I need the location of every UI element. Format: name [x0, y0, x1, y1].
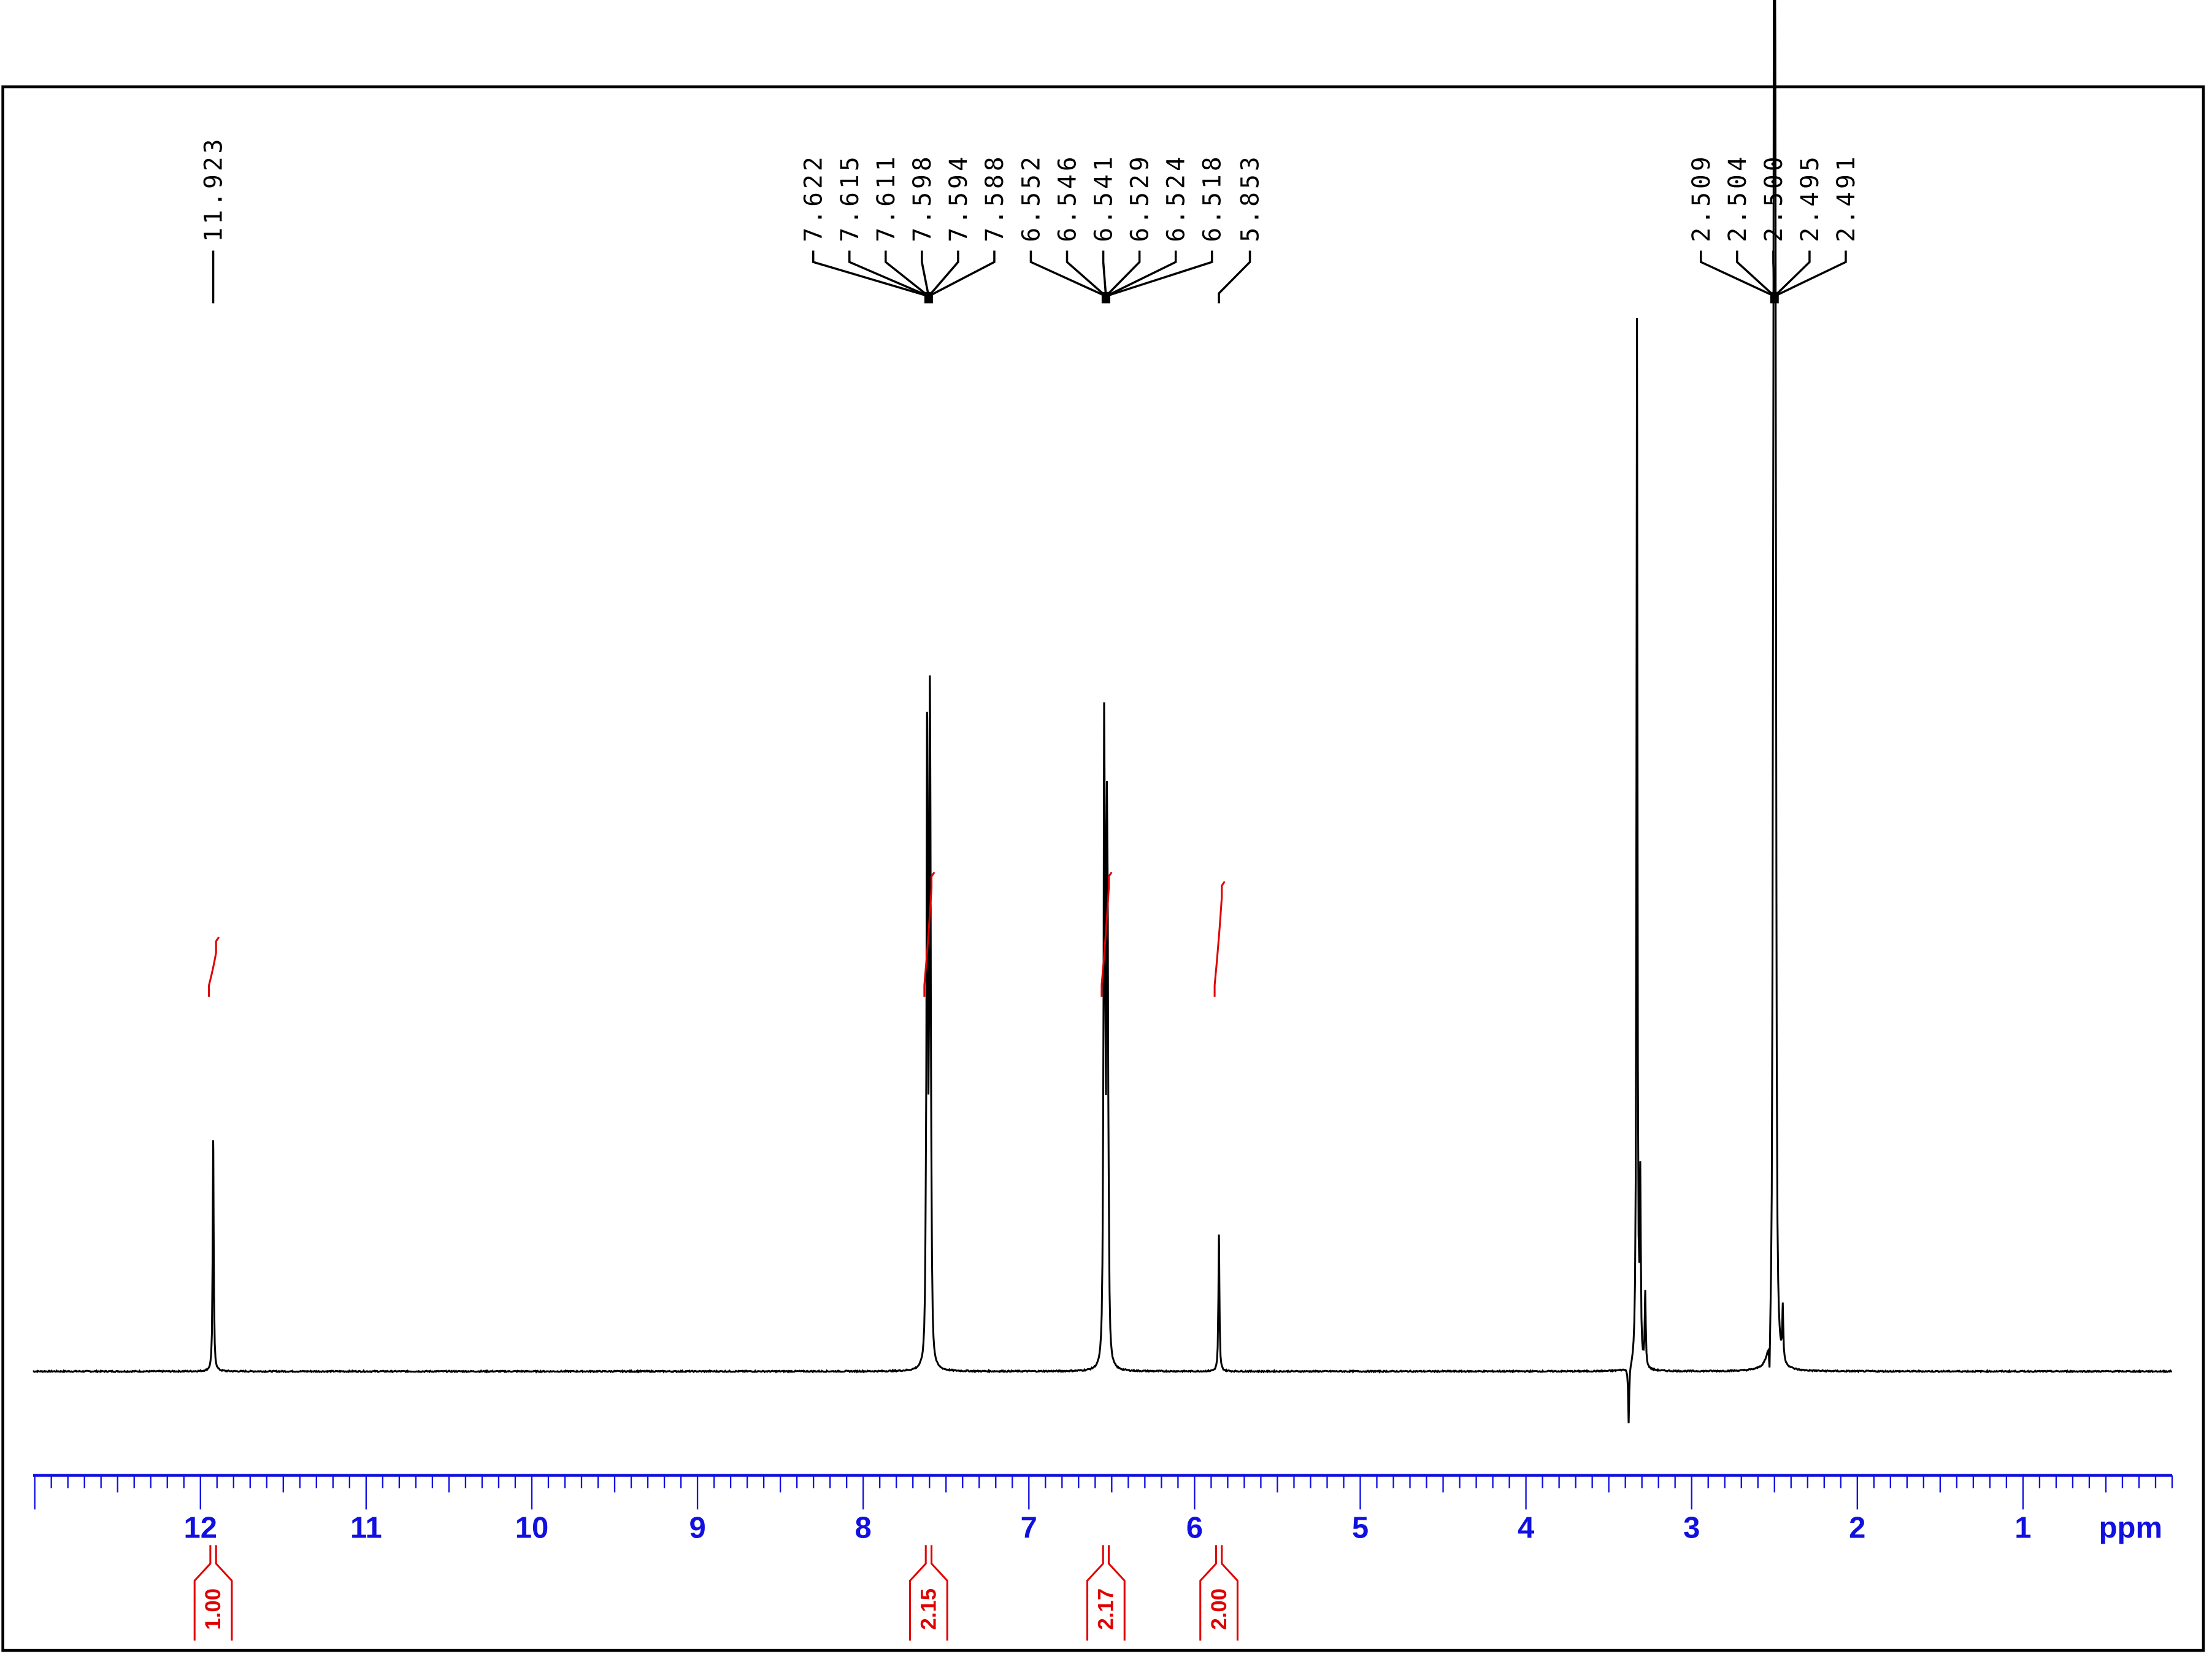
peak-shift-label: 2.491: [1832, 153, 1861, 242]
peak-label-group: 2.509 2.504 2.500 2.495 2.491: [1688, 153, 1861, 304]
peak-label-leader: [927, 250, 959, 297]
peak-shift-label: 7.598: [908, 153, 937, 242]
integral-curve: [923, 871, 935, 997]
integral-value-label: 2.00: [1207, 1588, 1231, 1630]
x-axis: 12 11 10 9 8 7 6 5 4 3 2 1: [33, 1474, 2173, 1545]
peak-labels: 11.923 7.622 7.615 7.611 7.598 7.594 7.588 6.55…: [199, 136, 1861, 304]
peak-shift-label: 7.588: [981, 153, 1009, 242]
integral-2.17: 2.17: [1086, 871, 1126, 1641]
peak-shift-label: 6.524: [1162, 153, 1191, 242]
integral-2.00: 2.00: [1199, 880, 1238, 1641]
peak-label-leader: [885, 250, 929, 298]
peak-label-leader: [1105, 250, 1141, 297]
peak-shift-label: 2.504: [1724, 153, 1752, 242]
peak-label-leader: [1066, 250, 1107, 298]
integral-2.15: 2.15: [909, 871, 948, 1641]
peak-shift-label: 7.594: [945, 153, 973, 242]
peak-shift-label: 6.546: [1053, 153, 1081, 242]
peak-label-group: 6.552 6.546 6.541 6.529 6.524 6.518: [1017, 153, 1227, 304]
peak-label-leader: [848, 250, 929, 298]
peak-label-group: 11.923: [199, 136, 228, 304]
x-tick-label: 6: [1186, 1512, 1203, 1545]
peak-label-junction: [1770, 291, 1779, 304]
peak-label-junction: [1101, 291, 1110, 304]
peak-shift-label: 2.509: [1688, 153, 1716, 242]
peak-label-junction: [924, 291, 933, 304]
x-tick-label: 8: [855, 1512, 872, 1545]
peak-shift-label: 2.495: [1796, 153, 1824, 242]
peak-label-leader: [1105, 250, 1177, 298]
x-tick-label: 11: [350, 1512, 382, 1545]
x-tick-label: 10: [515, 1512, 549, 1545]
peak-shift-label: 2.500: [1760, 153, 1788, 242]
integral-bracket: [1199, 1545, 1238, 1641]
x-tick-label: 4: [1518, 1512, 1534, 1545]
peak-label-leader: [1773, 250, 1847, 298]
peak-label-leader: [928, 250, 996, 298]
peak-shift-label: 6.529: [1126, 153, 1154, 242]
peak-label-leader: [1772, 250, 1776, 296]
peak-label-leader: [1773, 250, 1811, 298]
integral-curve: [1213, 880, 1226, 997]
x-tick-label: 9: [689, 1512, 705, 1545]
x-tick-label: 1: [2014, 1512, 2031, 1545]
plot-frame: [1, 85, 2205, 1652]
integral-value-label: 2.17: [1094, 1588, 1118, 1630]
integral-bracket: [193, 1545, 233, 1641]
peak-shift-label: 7.615: [836, 153, 864, 242]
peak-label-group: 5.853: [1218, 153, 1265, 304]
peak-label-leader: [1029, 250, 1107, 298]
peak-shift-label: 5.853: [1236, 153, 1264, 242]
integral-value-label: 2.15: [916, 1588, 940, 1630]
integral-1.00: 1.00: [193, 936, 233, 1641]
peak-label-leader: [1102, 250, 1107, 296]
peak-shift-label: 11.923: [199, 136, 228, 242]
x-tick-label: 5: [1352, 1512, 1369, 1545]
peak-label-group: 7.622 7.615 7.611 7.598 7.594 7.588: [800, 153, 1009, 304]
x-tick-label: 7: [1021, 1512, 1037, 1545]
x-tick-label: 12: [184, 1512, 218, 1545]
integrals: 1.00 2.15 2.17 2.00: [193, 871, 1238, 1641]
x-tick-label: 3: [1683, 1512, 1700, 1545]
peak-shift-label: 6.518: [1199, 153, 1227, 242]
peak-shift-label: 7.611: [872, 153, 901, 242]
peak-label-leader: [1700, 250, 1775, 298]
peak-label-leader: [921, 250, 930, 297]
peak-label-leader: [1736, 250, 1775, 298]
peak-label-leader: [812, 250, 929, 298]
x-axis-unit-label: ppm: [2099, 1512, 2162, 1545]
x-tick-label: 2: [1849, 1512, 1865, 1545]
spectrum-line: [33, 0, 2173, 1423]
peak-label-leader: [1218, 250, 1251, 304]
integral-bracket: [909, 1545, 948, 1641]
integral-curve: [1100, 871, 1113, 997]
peak-shift-label: 6.541: [1089, 153, 1118, 242]
peak-shift-label: 7.622: [800, 153, 828, 242]
integral-curve: [208, 936, 220, 997]
peak-label-leader: [1105, 250, 1213, 298]
integral-bracket: [1086, 1545, 1126, 1641]
integral-value-label: 1.00: [201, 1588, 225, 1630]
peak-shift-label: 6.552: [1017, 153, 1045, 242]
